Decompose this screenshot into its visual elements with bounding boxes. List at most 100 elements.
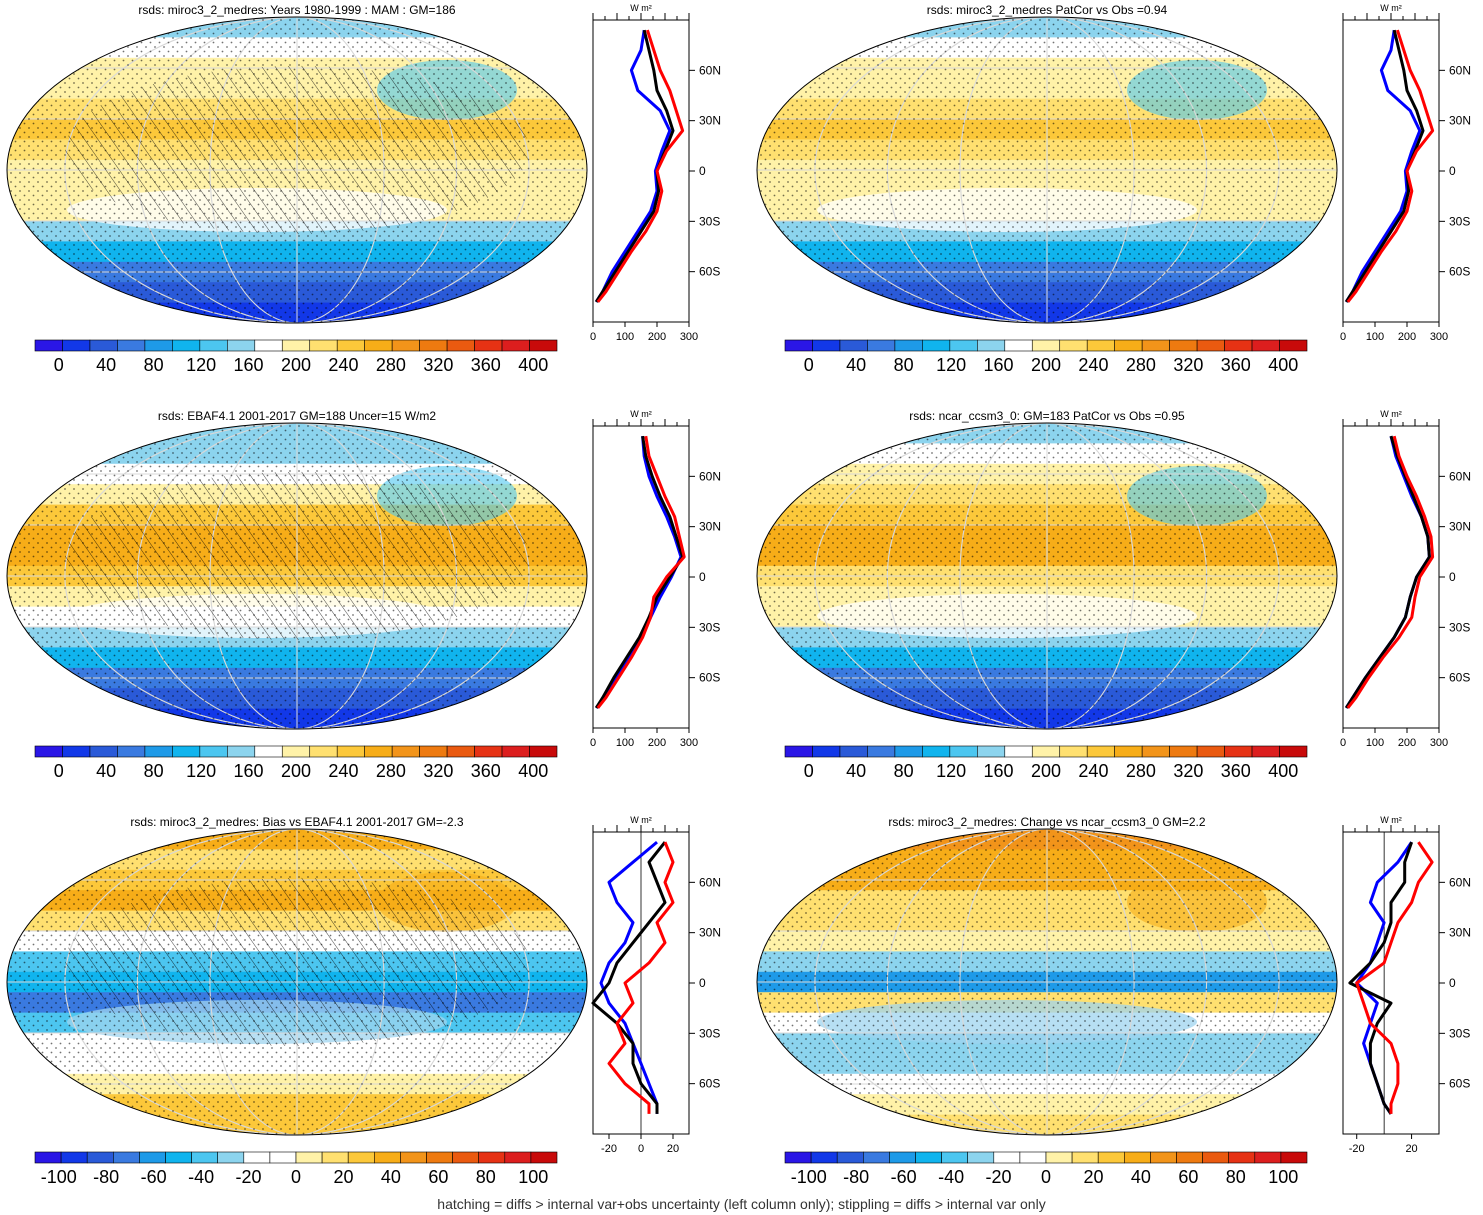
zonal-frame — [592, 19, 690, 323]
colorbar-swatch — [446, 339, 475, 352]
colorbar-swatch — [1086, 339, 1115, 352]
zonal-lat-tick-label: 30S — [1449, 214, 1470, 228]
colorbar-tick-label: 320 — [423, 761, 453, 781]
panel-2-map-outline — [756, 16, 1338, 324]
panel-1: rsds: miroc3_2_medres: Years 1980-1999 :… — [6, 3, 721, 375]
colorbar-swatch — [1004, 745, 1033, 758]
colorbar-swatch — [199, 339, 228, 352]
colorbar-tick-label: 80 — [894, 761, 914, 781]
colorbar-swatch — [501, 745, 530, 758]
colorbar-tick-label: 200 — [281, 761, 311, 781]
colorbar-tick-label: 240 — [1078, 761, 1108, 781]
zonal-x-tick-label: 200 — [648, 331, 666, 343]
zonal-x-tick-label: 300 — [680, 331, 698, 343]
colorbar-swatch — [1045, 1151, 1073, 1164]
zonal-series-blue — [1344, 29, 1422, 303]
panel-4-map-outline — [756, 422, 1338, 730]
colorbar-tick-label: 80 — [144, 761, 164, 781]
zonal-lat-tick-label: 30S — [1449, 620, 1470, 634]
zonal-series-blue — [599, 840, 659, 1114]
colorbar-swatch — [1031, 339, 1061, 352]
colorbar-tick-label: 320 — [1173, 355, 1203, 375]
colorbar-swatch — [295, 1151, 323, 1164]
colorbar-tick-label: 100 — [518, 1167, 548, 1187]
colorbar-swatch — [784, 1151, 812, 1164]
zonal-x-tick-label: 100 — [1366, 331, 1384, 343]
zonal-lat-tick-label: 60N — [1449, 875, 1471, 889]
colorbar-tick-label: 120 — [936, 355, 966, 375]
panel-4-colorbar: 0 40 80 120 160 200 240 280 320 360 400 — [784, 745, 1308, 781]
zonal-units-title: W m² — [630, 409, 652, 419]
panel-2-zonal-mean: W m² 0 100 200 300 60N 30N 0 30S 60S — [1340, 3, 1471, 343]
panel-3-map-outline — [6, 422, 588, 730]
colorbar-tick-label: -60 — [141, 1167, 167, 1187]
figure-footer: hatching = diffs > internal var+obs unce… — [437, 1196, 1046, 1212]
colorbar-swatch — [863, 1151, 890, 1164]
panel-5-zonal-mean: W m² -20 0 20 60N 30N 0 30S 60S — [591, 815, 721, 1155]
colorbar-tick-label: 0 — [291, 1167, 301, 1187]
colorbar-tick-label: 280 — [376, 355, 406, 375]
colorbar-swatch — [281, 339, 311, 352]
colorbar-swatch — [1196, 745, 1225, 758]
zonal-series-blue — [1344, 435, 1431, 709]
panel-6-map — [757, 829, 1337, 1135]
colorbar-swatch — [1141, 339, 1170, 352]
colorbar-swatch — [1169, 339, 1198, 352]
zonal-units-title: W m² — [630, 3, 652, 13]
zonal-lat-tick-label: 60S — [699, 265, 720, 279]
colorbar-tick-label: 100 — [1268, 1167, 1298, 1187]
colorbar-swatch — [336, 339, 365, 352]
zonal-lat-tick-label: 60S — [1449, 265, 1470, 279]
panel-6: rsds: miroc3_2_medres: Change vs ncar_cc… — [756, 815, 1471, 1187]
colorbar-swatch — [86, 1151, 114, 1164]
colorbar-swatch — [1123, 1151, 1151, 1164]
colorbar-swatch — [89, 745, 118, 758]
colorbar-tick-label: 20 — [333, 1167, 353, 1187]
panel-6-map-outline — [756, 828, 1338, 1136]
panel-1-map — [7, 17, 587, 323]
hatch-overlay — [65, 471, 529, 641]
zonal-lat-tick-label: 60S — [699, 671, 720, 685]
zonal-series-black — [594, 435, 685, 709]
colorbar-swatch — [321, 1151, 349, 1164]
colorbar-swatch — [922, 339, 951, 352]
colorbar-swatch — [1279, 745, 1308, 758]
colorbar-tick-label: 0 — [804, 761, 814, 781]
panel-6-zonal-mean: W m² -20 20 60N 30N 0 30S 60S — [1342, 815, 1471, 1155]
colorbar-swatch — [810, 1151, 838, 1164]
colorbar-swatch — [1224, 339, 1253, 352]
zonal-lat-tick-label: 60N — [699, 469, 721, 483]
panel-2: rsds: miroc3_2_medres PatCor vs Obs =0.9… — [756, 3, 1471, 375]
zonal-lat-tick-label: 30N — [699, 926, 721, 940]
colorbar-swatch — [993, 1151, 1021, 1164]
zonal-lat-tick-label: 60N — [1449, 469, 1471, 483]
colorbar-tick-label: -100 — [791, 1167, 827, 1187]
zonal-x-tick-label: 20 — [1405, 1143, 1417, 1155]
colorbar-tick-label: 400 — [518, 355, 548, 375]
zonal-series-black — [1348, 841, 1414, 1115]
colorbar-tick-label: 240 — [1078, 355, 1108, 375]
colorbar-swatch — [839, 745, 868, 758]
colorbar-swatch — [504, 1151, 532, 1164]
colorbar-tick-label: 40 — [1131, 1167, 1151, 1187]
colorbar-swatch — [391, 745, 420, 758]
colorbar-swatch — [60, 1151, 88, 1164]
colorbar-swatch — [199, 745, 228, 758]
colorbar-swatch — [1059, 339, 1088, 352]
panel-5-map — [7, 829, 587, 1135]
colorbar-swatch — [426, 1151, 453, 1164]
colorbar-tick-label: 160 — [984, 355, 1014, 375]
colorbar-swatch — [474, 745, 503, 758]
hatch-overlay — [65, 65, 529, 235]
colorbar-swatch — [347, 1151, 375, 1164]
colorbar-tick-label: 80 — [144, 355, 164, 375]
stipple-overlay — [757, 17, 1337, 323]
colorbar-tick-label: 200 — [1031, 761, 1061, 781]
zonal-lat-tick-label: 0 — [699, 570, 706, 584]
colorbar-swatch — [836, 1151, 864, 1164]
panel-1-zonal-mean: W m² 0 100 200 300 60N 30N 0 30S 60S — [590, 3, 721, 343]
panel-3-map — [7, 423, 587, 729]
panel-3-title: rsds: EBAF4.1 2001-2017 GM=188 Uncer=15 … — [158, 409, 436, 423]
colorbar-swatch — [784, 339, 813, 352]
